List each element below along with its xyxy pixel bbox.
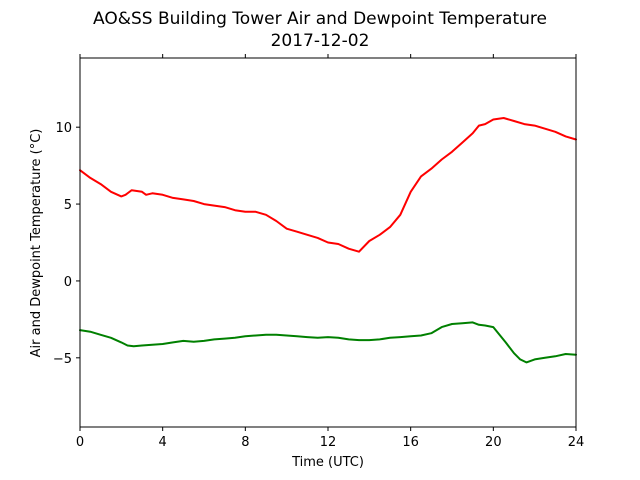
- y-tick-label: 5: [64, 198, 72, 213]
- y-tick-label: −5: [53, 352, 72, 367]
- chart-title-line2: 2017-12-02: [271, 31, 370, 51]
- y-tick-label: 10: [55, 121, 72, 136]
- x-tick-label: 4: [159, 435, 167, 450]
- x-tick-label: 12: [320, 435, 337, 450]
- x-tick-label: 8: [241, 435, 249, 450]
- y-tick-label: 0: [64, 275, 72, 290]
- x-tick-label: 16: [402, 435, 419, 450]
- y-axis-label: Air and Dewpoint Temperature (°C): [29, 129, 44, 358]
- x-axis-label: Time (UTC): [291, 455, 364, 470]
- air-temperature-line: [79, 117, 577, 253]
- x-axis: 0 4 8 12 16 20 24: [76, 54, 584, 450]
- chart-title-line1: AO&SS Building Tower Air and Dewpoint Te…: [93, 9, 547, 29]
- x-tick-label: 24: [568, 435, 585, 450]
- x-tick-label: 0: [76, 435, 84, 450]
- dewpoint-temperature-line: [79, 321, 577, 364]
- series-layer: [79, 117, 577, 364]
- y-axis: −5 0 5 10: [53, 121, 80, 367]
- x-tick-label: 20: [485, 435, 502, 450]
